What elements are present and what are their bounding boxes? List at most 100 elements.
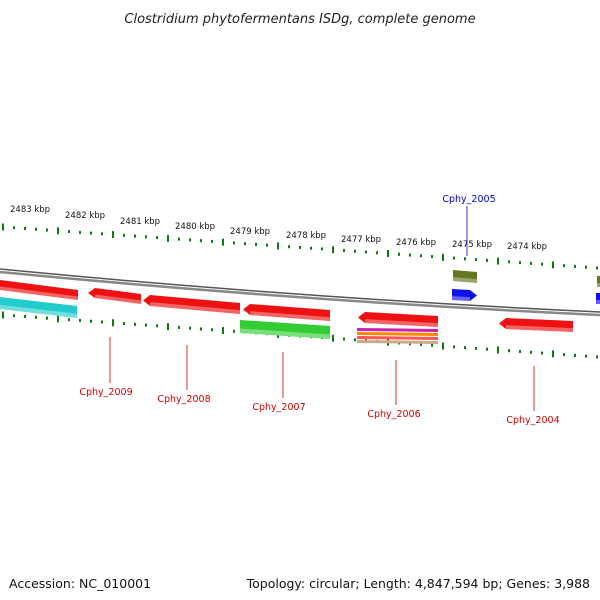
outer-tick bbox=[156, 236, 158, 240]
outer-tick bbox=[123, 233, 125, 237]
inner-tick bbox=[508, 349, 510, 353]
inner-tick bbox=[596, 355, 598, 359]
outer-tick bbox=[288, 245, 290, 249]
kbp-label: 2474 kbp bbox=[507, 242, 547, 252]
kbp-labels: 2483 kbp 2482 kbp 2481 kbp 2480 kbp 2479 kbp… bbox=[10, 205, 547, 252]
kbp-label: 2478 kbp bbox=[286, 231, 326, 241]
gene-feature bbox=[597, 276, 600, 287]
outer-tick bbox=[35, 227, 37, 231]
inner-tick bbox=[464, 346, 466, 350]
outer-tick bbox=[365, 250, 367, 254]
gene-label: Cphy_2004 bbox=[506, 415, 559, 426]
gene-feature bbox=[452, 289, 477, 301]
outer-tick bbox=[24, 227, 26, 231]
gene-feature bbox=[240, 320, 330, 339]
inner-tick bbox=[68, 318, 70, 322]
inner-tick bbox=[475, 346, 477, 350]
inner-tick bbox=[563, 353, 565, 357]
inner-tick bbox=[497, 346, 499, 354]
outer-tick bbox=[376, 251, 378, 255]
inner-tick bbox=[431, 343, 433, 347]
gene-label: Cphy_2007 bbox=[252, 402, 305, 413]
inner-tick bbox=[189, 326, 191, 330]
inner-tick bbox=[211, 328, 213, 332]
gene-feature bbox=[88, 288, 141, 304]
inner-tick bbox=[233, 329, 235, 333]
kbp-label: 2480 kbp bbox=[175, 222, 215, 232]
accession-text: Accession: NC_010001 bbox=[9, 576, 152, 591]
map-title: Clostridium phytofermentans ISDg, comple… bbox=[124, 12, 475, 27]
gene-labels: Cphy_2009 Cphy_2008 Cphy_2007 Cphy_2006 Cphy… bbox=[79, 194, 559, 426]
outer-tick bbox=[277, 242, 279, 250]
outer-tick bbox=[255, 242, 257, 246]
inner-tick bbox=[552, 350, 554, 358]
inner-tick bbox=[46, 316, 48, 320]
outer-tick bbox=[134, 234, 136, 238]
inner-tick bbox=[541, 351, 543, 355]
outer-tick bbox=[497, 257, 499, 265]
outer-tick bbox=[13, 226, 15, 230]
gene-label: Cphy_2009 bbox=[79, 387, 132, 398]
outer-tick bbox=[530, 261, 532, 265]
gene-feature-stack bbox=[357, 328, 438, 344]
outer-tick bbox=[585, 265, 587, 269]
tick-marks bbox=[2, 223, 598, 359]
inner-tick bbox=[519, 349, 521, 353]
inner-tick bbox=[101, 320, 103, 324]
outer-tick bbox=[90, 231, 92, 235]
gene-feature bbox=[453, 270, 477, 283]
outer-tick bbox=[453, 256, 455, 260]
kbp-label: 2483 kbp bbox=[10, 205, 50, 215]
gene-label: Cphy_2006 bbox=[367, 409, 420, 420]
outer-tick bbox=[79, 230, 81, 234]
genome-backbone bbox=[0, 268, 600, 317]
outer-tick bbox=[233, 241, 235, 245]
outer-tick bbox=[475, 258, 477, 262]
kbp-label: 2481 kbp bbox=[120, 217, 160, 227]
outer-tick bbox=[2, 223, 4, 231]
kbp-label: 2479 kbp bbox=[230, 227, 270, 237]
inner-tick bbox=[530, 350, 532, 354]
outer-tick bbox=[464, 257, 466, 261]
outer-tick bbox=[299, 245, 301, 249]
topology-text: Topology: circular; Length: 4,847,594 bp… bbox=[246, 576, 590, 591]
outer-tick bbox=[189, 238, 191, 242]
inner-tick bbox=[13, 314, 15, 318]
outer-tick bbox=[596, 266, 598, 270]
gene-feature bbox=[243, 304, 330, 321]
inner-tick bbox=[145, 323, 147, 327]
inner-tick bbox=[112, 319, 114, 327]
outer-tick bbox=[321, 247, 323, 251]
outer-tick bbox=[409, 253, 411, 257]
inner-tick bbox=[574, 353, 576, 357]
inner-tick bbox=[200, 327, 202, 331]
outer-tick bbox=[343, 248, 345, 252]
outer-tick bbox=[112, 231, 114, 239]
outer-tick bbox=[420, 254, 422, 258]
gene-feature bbox=[143, 295, 240, 314]
inner-tick bbox=[134, 322, 136, 326]
inner-tick bbox=[486, 347, 488, 351]
inner-tick bbox=[453, 345, 455, 349]
outer-tick bbox=[57, 227, 59, 235]
inner-tick bbox=[57, 315, 59, 323]
inner-tick bbox=[442, 342, 444, 350]
outer-tick bbox=[244, 242, 246, 246]
inner-tick bbox=[332, 334, 334, 342]
outer-tick bbox=[178, 237, 180, 241]
outer-tick bbox=[508, 260, 510, 264]
kbp-label: 2475 kbp bbox=[452, 240, 492, 250]
gene-feature bbox=[0, 297, 77, 318]
outer-tick bbox=[541, 262, 543, 266]
outer-tick bbox=[167, 234, 169, 242]
inner-tick bbox=[222, 327, 224, 335]
outer-tick bbox=[486, 258, 488, 262]
inner-tick bbox=[24, 315, 26, 319]
outer-tick bbox=[332, 246, 334, 254]
kbp-label: 2476 kbp bbox=[396, 238, 436, 248]
inner-tick bbox=[156, 324, 158, 328]
gene-features bbox=[0, 270, 600, 344]
outer-tick bbox=[574, 264, 576, 268]
kbp-label: 2477 kbp bbox=[341, 235, 381, 245]
gene-label: Cphy_2008 bbox=[157, 394, 210, 405]
